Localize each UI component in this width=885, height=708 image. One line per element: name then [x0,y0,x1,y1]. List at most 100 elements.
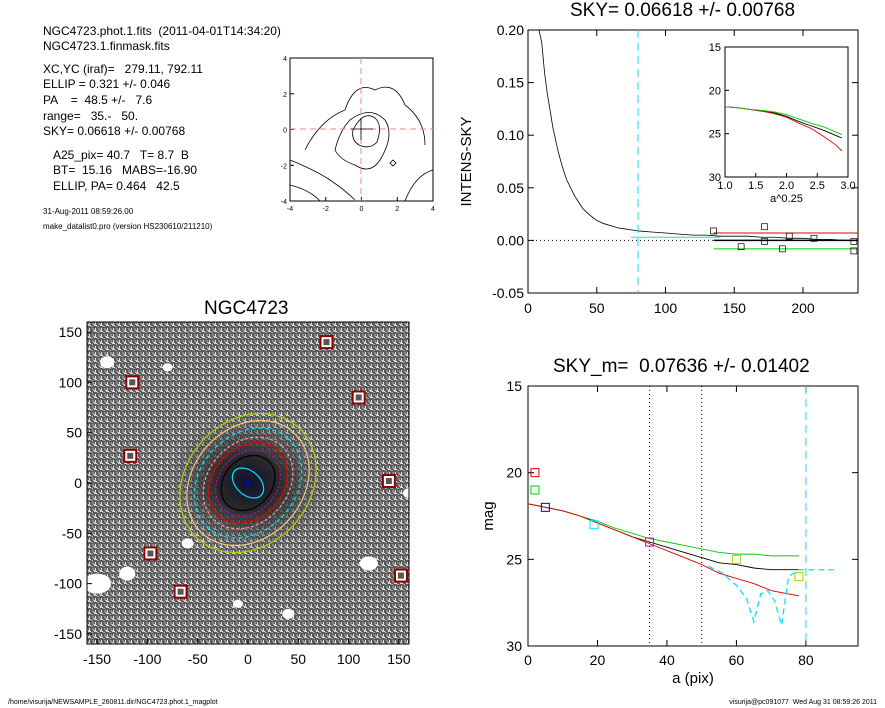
contour-ytick-label: 4 [283,56,287,63]
masked-region [119,566,136,581]
galaxy-center [246,481,250,485]
image-xtick-label: 0 [244,651,252,667]
mag-ytick-label: 30 [506,638,522,654]
sky-square-marker [785,232,793,240]
info-line-7: SKY= 0.06618 +/- 0.00768 [43,124,186,138]
mag-line-cyan [708,565,834,626]
mag-ytick-label: 20 [506,465,522,481]
isophote-ellipse [220,454,276,512]
mag-xtick-label: 80 [798,652,814,668]
sky-ytick-label: 0.10 [497,127,524,143]
info-line-4: ELLIP = 0.321 +/- 0.046 [43,77,171,91]
masked-region [232,599,243,608]
masked-region [282,608,295,619]
mag-square-blue [540,502,550,512]
info-line-6: range= 35.- 50. [43,109,139,123]
contour-ytick-label: 0 [283,128,287,135]
image-xtick-label: 100 [337,651,361,667]
contour-xtick-label: 0 [360,206,364,213]
masked-region [162,363,173,372]
mag-square-magenta [645,537,655,547]
inset-xtick-label: 2.5 [810,180,825,192]
info-line-3: XC,YC (iraf)= 279.11, 792.11 [43,62,203,76]
image-ytick-label: -150 [54,626,82,642]
masked-region [359,556,378,571]
inset-xtick-label: 3.0 [840,180,855,192]
image-xtick-label: 50 [291,651,307,667]
mag-ytick-label: 15 [506,378,522,394]
mag-chart: 0 20 40 60 80 15 20 25 30 a (pix) mag [480,378,859,687]
sky-xtick-label: 150 [723,300,747,316]
sky-chart-title: SKY= 0.06618 +/- 0.00768 [570,0,796,21]
sky-profile-outer-line [637,230,858,241]
contour-ytick-label: -4 [281,199,287,206]
mag-xtick-label: 20 [590,652,606,668]
sky-xtick-label: 50 [589,300,605,316]
masked-source-core [127,452,134,459]
image-xtick-label: -50 [188,651,208,667]
masked-source-core [177,588,184,595]
image-ytick-label: -50 [62,525,82,541]
info-line-9: BT= 15.16 MABS=-16.90 [53,163,198,177]
mag-square-yellow [731,554,741,564]
mag-xlabel: a (pix) [672,670,714,687]
sky-xtick-label: 100 [654,300,678,316]
info-line-8: A25_pix= 40.7 T= 8.7 B [53,148,189,162]
masked-region [100,356,115,369]
image-xtick-label: 150 [387,651,411,667]
image-xtick-label: -150 [83,651,111,667]
masked-source-core [385,477,392,484]
inset-ytick-label: 15 [709,42,721,54]
isophote-ellipse [186,419,310,547]
mag-square-red [530,468,540,478]
isophote-ellipse [179,412,317,554]
inset-ytick-label: 25 [709,129,721,141]
inset-xlabel: a^0.25 [770,193,803,205]
sky-square-marker [761,223,768,231]
masked-source-core [323,339,330,346]
mag-line-red [527,503,800,597]
info-line-1: NGC4723.phot.1.fits (2011-04-01T14:34:20… [43,24,281,38]
image-ytick-label: 0 [74,475,82,491]
sky-frame [527,29,859,294]
isophote-ellipse [215,449,281,517]
masked-source-core [397,572,404,579]
sky-square-marker [850,247,858,255]
contour-xtick-label: 2 [395,206,399,213]
mag-square-cyan [589,520,599,530]
isophote-ellipse [208,442,288,524]
sky-ytick-label: 0.15 [497,75,524,91]
image-title: NGC4723 [204,298,289,319]
image-xtick-label: -100 [133,651,161,667]
sky-profile-line [538,29,639,232]
image-ytick-label: 150 [59,324,83,340]
info-line-10: ELLIP, PA= 0.464 42.5 [53,179,180,193]
contour-chart: -4 -2 0 2 4 -4 -2 0 2 4 [281,56,435,213]
mag-ytick-label: 25 [506,551,522,567]
footer-user: visurija@pc091077 Wed Aug 31 08:59:26 20… [729,699,877,706]
info-line-2: NGC4723.1.finmask.fits [43,39,170,53]
sky-chart: 0 50 100 150 200 -0.05 0.00 0.05 0.10 0.15 0.20 INT… [458,22,859,316]
masked-source-core [355,394,362,401]
contour-xtick-label: -2 [323,206,329,213]
galaxy-image: -150-150 -100 -100 -50 -50 0 0 50 50 100 100 150 150 [54,321,415,667]
sky-square-marker [761,238,768,245]
mag-frame [527,385,859,647]
sky-square-marker [710,227,717,235]
isophote-ellipse [202,436,294,530]
mag-square-green [530,485,540,495]
sky-ytick-label: -0.05 [492,285,524,301]
contour-xtick-label: -4 [287,206,293,213]
mag-square-yellow [794,572,804,582]
info-program: make_datalist0.pro (version HS230610/211… [43,222,213,231]
inset-ytick-label: 30 [709,172,721,184]
masked-region [181,538,194,549]
sky-ytick-label: 0.00 [497,232,524,248]
sky-xtick-label: 0 [524,300,532,316]
info-line-5: PA = 48.5 +/- 7.6 [43,93,153,107]
image-ytick-label: -100 [54,576,82,592]
mag-chart-title: SKY_m= 0.07636 +/- 0.01402 [553,356,810,377]
sky-ytick-label: 0.20 [497,22,524,38]
isophote-ellipse [193,427,303,539]
contour-xtick-label: 4 [431,206,435,213]
